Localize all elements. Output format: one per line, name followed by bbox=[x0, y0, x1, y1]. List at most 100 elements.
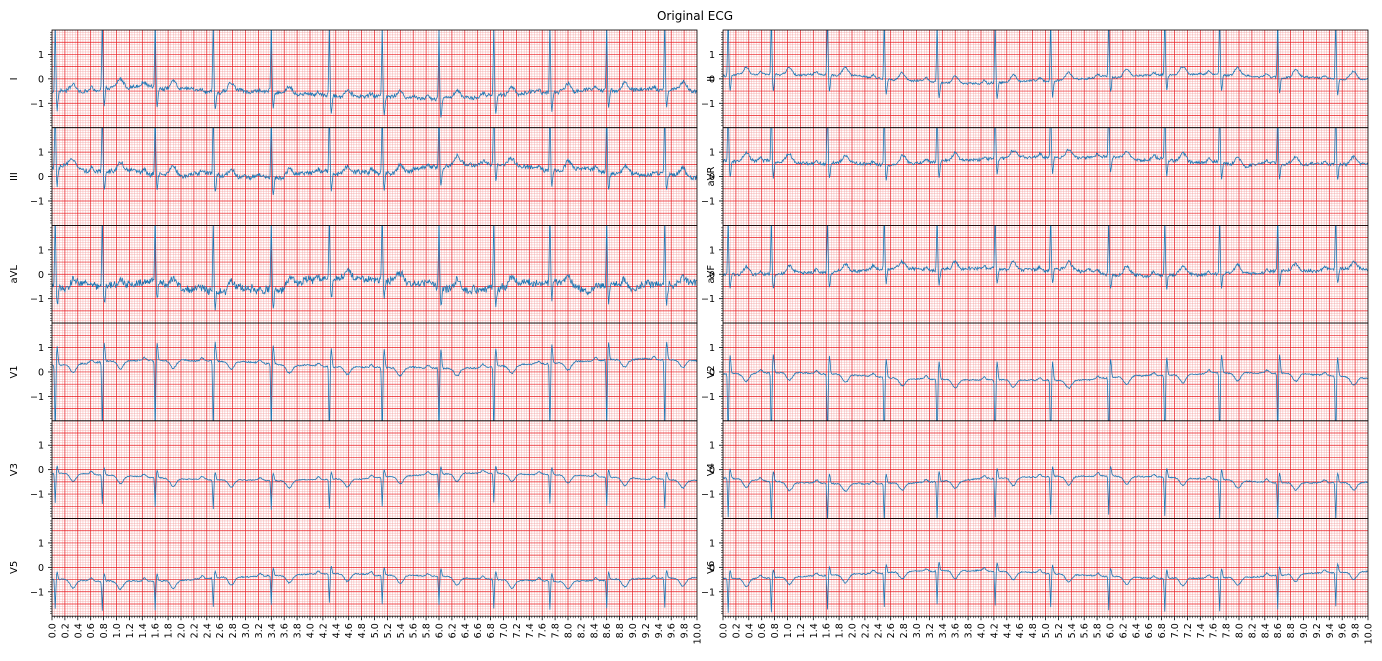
x-tick-label: 5.6 bbox=[409, 623, 420, 638]
x-tick-label: 4.4 bbox=[331, 623, 342, 638]
y-tick-label: −1 bbox=[701, 587, 715, 598]
x-tick-label: 0.8 bbox=[770, 623, 781, 638]
y-tick-label: 0 bbox=[709, 270, 715, 281]
x-tick-label: 1.4 bbox=[138, 623, 149, 638]
ecg-trace-aVL bbox=[52, 225, 697, 311]
lead-panel-aVR: 1 0 −1 aVR bbox=[701, 127, 1369, 226]
lead-panel-aVF: 1 0 −1 aVF bbox=[701, 224, 1369, 324]
lead-label-V1: V1 bbox=[9, 365, 20, 378]
x-tick-label: 5.2 bbox=[383, 623, 394, 638]
x-tick-label: 8.6 bbox=[1273, 623, 1284, 638]
x-tick-label: 5.0 bbox=[370, 623, 381, 638]
x-tick-label: 7.0 bbox=[1170, 623, 1181, 638]
y-tick-label: 1 bbox=[38, 538, 44, 549]
ecg-grid bbox=[723, 420, 1368, 519]
x-tick-label: 0.4 bbox=[744, 623, 755, 638]
x-tick-label: 8.2 bbox=[576, 623, 587, 638]
x-tick-label: 1.4 bbox=[809, 623, 820, 638]
x-tick-label: 6.4 bbox=[460, 623, 471, 638]
y-tick-label: 1 bbox=[709, 343, 715, 354]
y-tick-label: −1 bbox=[30, 490, 44, 501]
ecg-trace-V1 bbox=[52, 341, 697, 421]
y-tick-label: −1 bbox=[30, 587, 44, 598]
x-tick-label: 6.2 bbox=[447, 623, 458, 638]
y-tick-label: −1 bbox=[701, 99, 715, 110]
x-tick-label: 2.0 bbox=[848, 623, 859, 638]
lead-panel-V3: 1 0 −1 V3 bbox=[9, 420, 698, 519]
x-tick-label: 7.6 bbox=[1209, 623, 1220, 638]
ecg-trace-II bbox=[723, 30, 1368, 99]
ecg-grid bbox=[723, 323, 1368, 421]
x-tick-label: 2.6 bbox=[215, 623, 226, 638]
lead-label-III: III bbox=[9, 172, 20, 181]
lead-panel-II: 1 0 −1 II bbox=[701, 29, 1369, 129]
x-tick-label: 5.4 bbox=[396, 623, 407, 638]
x-tick-label: 5.8 bbox=[422, 623, 433, 638]
x-tick-label: 6.0 bbox=[1106, 623, 1117, 638]
x-tick-label: 4.4 bbox=[1002, 623, 1013, 638]
x-tick-label: 3.2 bbox=[254, 623, 265, 638]
x-tick-label: 3.8 bbox=[964, 623, 975, 638]
x-tick-label: 7.2 bbox=[512, 623, 523, 638]
y-tick-label: −1 bbox=[701, 196, 715, 207]
y-tick-label: 0 bbox=[709, 465, 715, 476]
x-tick-label: 8.2 bbox=[1247, 623, 1258, 638]
x-tick-label: 3.6 bbox=[951, 623, 962, 638]
y-tick-label: 0 bbox=[38, 270, 44, 281]
x-tick-label: 1.6 bbox=[822, 623, 833, 638]
x-tick-label: 8.4 bbox=[589, 623, 600, 638]
x-tick-label: 2.8 bbox=[899, 623, 910, 638]
x-tick-label: 9.2 bbox=[641, 623, 652, 638]
x-tick-label: 0.2 bbox=[731, 623, 742, 638]
x-tick-label: 8.6 bbox=[602, 623, 613, 638]
y-tick-label: −1 bbox=[701, 392, 715, 403]
x-tick-label: 1.6 bbox=[151, 623, 162, 638]
ecg-trace-aVF bbox=[723, 225, 1368, 290]
x-tick-label: 1.2 bbox=[796, 623, 807, 638]
lead-label-V6: V6 bbox=[706, 561, 717, 574]
x-tick-label: 0.6 bbox=[86, 623, 97, 638]
x-tick-label: 0.4 bbox=[73, 623, 84, 638]
ecg-grid bbox=[723, 518, 1368, 617]
lead-panel-I: 1 0 −1 I bbox=[9, 29, 698, 129]
x-tick-label: 4.8 bbox=[357, 623, 368, 638]
x-tick-label: 6.4 bbox=[1131, 623, 1142, 638]
x-tick-label: 9.0 bbox=[628, 623, 639, 638]
lead-panel-V2: 1 0 −1 V2 bbox=[701, 322, 1369, 422]
y-tick-label: 1 bbox=[709, 50, 715, 61]
x-tick-label: 3.0 bbox=[912, 623, 923, 638]
x-tick-label: 4.6 bbox=[1015, 623, 1026, 638]
ecg-trace-V4 bbox=[723, 466, 1368, 519]
x-tick-label: 10.0 bbox=[1364, 623, 1375, 644]
ecg-grid bbox=[52, 127, 697, 226]
lead-label-aVR: aVR bbox=[706, 167, 717, 187]
ecg-grid bbox=[723, 30, 1368, 128]
ecg-trace-I bbox=[52, 30, 697, 118]
x-tick-label: 9.2 bbox=[1312, 623, 1323, 638]
y-tick-label: 1 bbox=[38, 441, 44, 452]
ecg-trace-III bbox=[52, 127, 697, 196]
x-tick-label: 0.6 bbox=[757, 623, 768, 638]
x-tick-label: 9.4 bbox=[1325, 623, 1336, 638]
x-tick-label: 8.0 bbox=[1235, 623, 1246, 638]
x-tick-label: 7.8 bbox=[1222, 623, 1233, 638]
x-tick-label: 6.8 bbox=[486, 623, 497, 638]
x-tick-label: 9.6 bbox=[667, 623, 678, 638]
x-tick-label: 8.8 bbox=[1286, 623, 1297, 638]
ecg-panels: 10−1I10−1II10−1III10−1aVR10−1aVL10−1aVF1… bbox=[9, 29, 1375, 644]
y-tick-label: 0 bbox=[709, 74, 715, 85]
y-tick-label: 0 bbox=[709, 367, 715, 378]
y-tick-label: 0 bbox=[709, 172, 715, 183]
lead-label-V2: V2 bbox=[706, 365, 717, 378]
x-tick-label: 4.0 bbox=[306, 623, 317, 638]
x-tick-label: 1.8 bbox=[164, 623, 175, 638]
x-tick-label: 9.6 bbox=[1338, 623, 1349, 638]
ecg-grid bbox=[52, 420, 697, 519]
x-tick-label: 2.4 bbox=[873, 623, 884, 638]
y-tick-label: 0 bbox=[38, 465, 44, 476]
lead-label-V4: V4 bbox=[706, 463, 717, 476]
y-tick-label: 1 bbox=[709, 148, 715, 159]
x-tick-label: 5.8 bbox=[1093, 623, 1104, 638]
